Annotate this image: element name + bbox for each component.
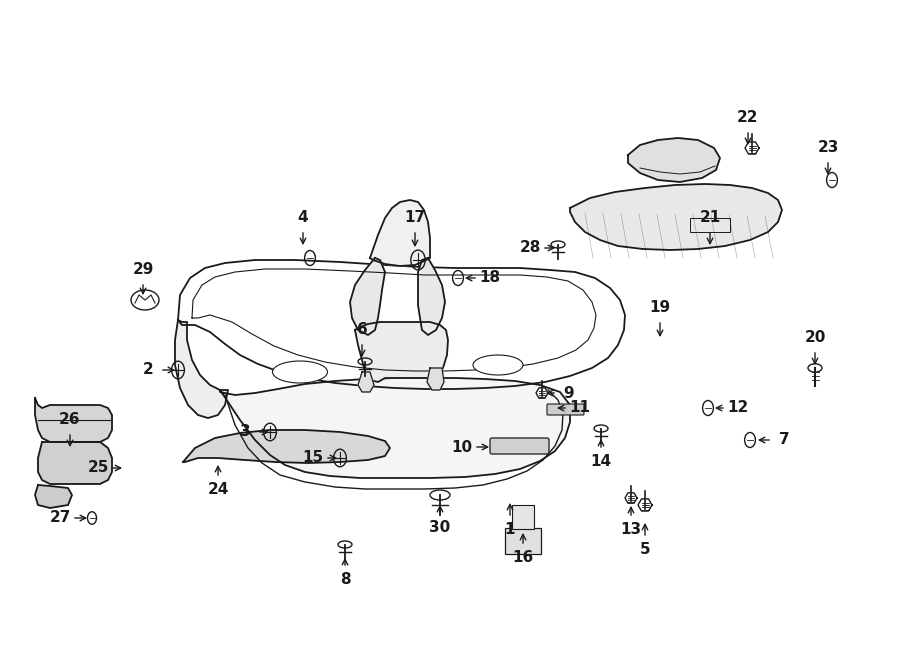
Text: 30: 30	[429, 520, 451, 535]
Text: 15: 15	[302, 451, 324, 465]
Text: 2: 2	[142, 362, 153, 377]
Polygon shape	[175, 320, 228, 418]
Bar	[690, 218, 730, 232]
Text: 18: 18	[480, 270, 500, 286]
Text: 13: 13	[620, 522, 642, 537]
Polygon shape	[350, 258, 385, 335]
Polygon shape	[38, 442, 112, 484]
Polygon shape	[358, 372, 374, 392]
Text: 24: 24	[207, 483, 229, 498]
Polygon shape	[220, 378, 570, 478]
Ellipse shape	[473, 355, 523, 375]
Text: 27: 27	[50, 510, 71, 525]
FancyBboxPatch shape	[547, 404, 584, 415]
Polygon shape	[427, 368, 444, 390]
Text: 10: 10	[452, 440, 472, 455]
Text: 29: 29	[132, 262, 154, 278]
Text: 5: 5	[640, 543, 651, 557]
Bar	[505, 528, 541, 554]
Text: 14: 14	[590, 455, 612, 469]
Polygon shape	[570, 184, 782, 250]
Polygon shape	[628, 138, 720, 182]
Polygon shape	[35, 485, 72, 508]
Text: 6: 6	[356, 323, 367, 338]
Text: 25: 25	[87, 461, 109, 475]
Polygon shape	[418, 258, 445, 335]
Text: 16: 16	[512, 551, 534, 566]
Text: 19: 19	[650, 301, 670, 315]
Text: 7: 7	[778, 432, 789, 447]
Text: 21: 21	[699, 210, 721, 225]
Text: 28: 28	[519, 241, 541, 256]
Text: 3: 3	[239, 424, 250, 440]
Text: 22: 22	[737, 110, 759, 126]
Text: 4: 4	[298, 210, 309, 225]
Text: 12: 12	[727, 401, 749, 416]
Polygon shape	[370, 200, 430, 266]
Text: 17: 17	[404, 210, 426, 225]
Polygon shape	[178, 260, 625, 389]
FancyBboxPatch shape	[490, 438, 549, 454]
Text: 23: 23	[817, 141, 839, 155]
Polygon shape	[183, 430, 390, 463]
Ellipse shape	[273, 361, 328, 383]
Polygon shape	[35, 398, 112, 442]
Text: 11: 11	[570, 401, 590, 416]
Bar	[512, 505, 534, 529]
Text: 1: 1	[505, 522, 515, 537]
Text: 8: 8	[339, 572, 350, 588]
Text: 9: 9	[563, 385, 574, 401]
Polygon shape	[355, 322, 448, 382]
Text: 20: 20	[805, 330, 825, 346]
Text: 26: 26	[59, 412, 81, 428]
